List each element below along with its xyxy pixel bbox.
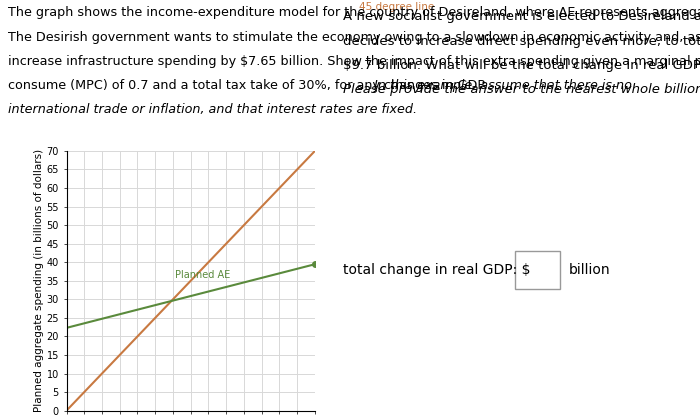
Text: Planned AE: Planned AE <box>174 269 230 279</box>
Text: international trade or inflation, and that interest rates are fixed.: international trade or inflation, and th… <box>8 103 417 116</box>
Text: $9.7 billion. What will be the total change in real GDP?: $9.7 billion. What will be the total cha… <box>343 59 700 72</box>
Text: 45 degree line: 45 degree line <box>358 2 434 12</box>
Text: Please provide the answer to the nearest whole billion.: Please provide the answer to the nearest… <box>343 83 700 96</box>
Text: The Desirish government wants to stimulate the economy owing to a slowdown in ec: The Desirish government wants to stimula… <box>8 31 700 44</box>
Text: total change in real GDP: $: total change in real GDP: $ <box>343 263 531 277</box>
Text: billion: billion <box>568 263 610 277</box>
Text: consume (MPC) of 0.7 and a total tax take of 30%, for any changes in GDP.: consume (MPC) of 0.7 and a total tax tak… <box>8 79 491 92</box>
FancyBboxPatch shape <box>514 251 560 289</box>
Text: decides to increase direct spending even more, to total of: decides to increase direct spending even… <box>343 35 700 48</box>
Text: The graph shows the income-expenditure model for the country of Desireland, wher: The graph shows the income-expenditure m… <box>8 6 700 19</box>
Text: increase infrastructure spending by $7.65 billion. Show the impact of this extra: increase infrastructure spending by $7.6… <box>8 55 700 68</box>
Text: In this example, assume that there is no: In this example, assume that there is no <box>374 79 632 92</box>
Text: A new socialist government is elected to Desireland and: A new socialist government is elected to… <box>343 10 700 23</box>
Y-axis label: Planned aggregate spending (in billions of dollars): Planned aggregate spending (in billions … <box>34 149 43 412</box>
